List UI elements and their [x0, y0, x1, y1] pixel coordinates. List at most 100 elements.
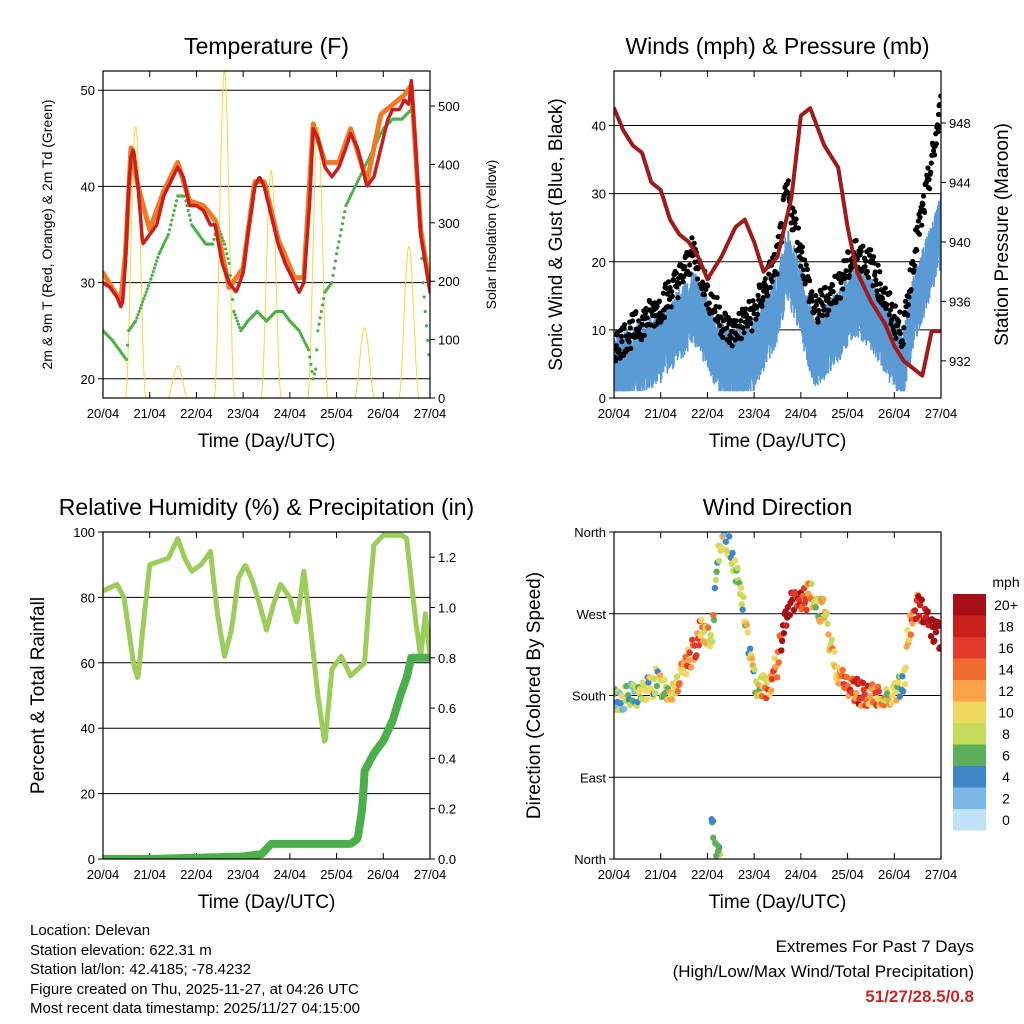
dewpoint-point: [236, 322, 241, 326]
dewpoint-point: [340, 222, 345, 226]
gust-point: [867, 252, 873, 258]
gust-point: [774, 271, 780, 277]
direction-point: [924, 608, 931, 615]
gust-point: [691, 240, 697, 246]
direction-point: [618, 692, 625, 699]
gust-point: [687, 271, 693, 277]
direction-point: [831, 648, 838, 655]
gust-point: [639, 321, 645, 328]
gust-point: [932, 152, 938, 158]
plot-area: [614, 93, 941, 392]
chart-title: Temperature (F): [184, 33, 349, 59]
direction-point: [620, 705, 628, 713]
direction-point: [907, 631, 915, 638]
direction-point: [875, 688, 883, 695]
x-axis-label: Time (Day/UTC): [709, 892, 847, 913]
gust-point: [824, 312, 830, 318]
gust-point: [694, 276, 701, 282]
x-tick-label: 23/04: [738, 867, 771, 882]
dewpoint-point: [336, 246, 340, 250]
legend-swatch: [953, 744, 986, 766]
gust-point: [733, 318, 739, 324]
direction-point: [773, 674, 781, 681]
gust-point: [614, 343, 619, 349]
gust-point: [668, 304, 674, 310]
gust-point: [928, 160, 934, 166]
x-tick-label: 25/04: [320, 867, 353, 882]
dewpoint-point: [166, 232, 170, 237]
direction-series: [614, 532, 941, 859]
dewpoint-point: [422, 295, 426, 299]
gust-point: [877, 269, 883, 275]
extremes-box: Extremes For Past 7 Days (High/Low/Max W…: [673, 934, 974, 1009]
direction-point: [824, 620, 831, 628]
direction-point: [861, 690, 868, 698]
direction-point: [709, 834, 717, 841]
dewpoint-point: [343, 210, 347, 214]
winds-pressure-chart: Winds (mph) & Pressure (mb) 0 10 20 30 40 932 9…: [546, 33, 1013, 452]
direction-point: [706, 643, 714, 650]
direction-point: [901, 680, 909, 688]
legend-label: 8: [1002, 726, 1010, 742]
direction-point: [775, 659, 783, 666]
gust-point: [705, 283, 711, 289]
y2-axis-label: Station Pressure (Maroon): [992, 123, 1013, 346]
dewpoint-point: [238, 325, 242, 330]
dewpoint-point: [139, 303, 144, 307]
gust-point: [809, 298, 816, 304]
plot-frame: [613, 70, 942, 399]
gust-point: [813, 302, 819, 308]
gust-point: [795, 225, 802, 231]
dewpoint-point: [232, 309, 236, 314]
dewpoint-point: [153, 262, 158, 267]
gust-point: [729, 343, 735, 349]
y-tick-label: 30: [592, 187, 606, 202]
dewpoint-point: [303, 341, 307, 345]
gust-point: [669, 288, 675, 295]
dewpoint-point: [312, 372, 316, 376]
gust-point: [892, 331, 898, 337]
dewpoint-point: [306, 348, 311, 352]
y-tick-label: 40: [81, 179, 95, 194]
dewpoint-point: [379, 131, 383, 136]
dewpoint-point: [304, 343, 308, 347]
gust-point: [813, 293, 819, 299]
humidity-precip-chart: Relative Humidity (%) & Precipitation (i…: [28, 494, 474, 913]
direction-point: [747, 645, 754, 652]
direction-point: [720, 532, 728, 537]
x-axis-label: Time (Day/UTC): [198, 892, 336, 913]
dewpoint-point: [424, 324, 429, 328]
latlon-text: Station lat/lon: 42.4185; -78.4232: [30, 961, 252, 978]
pressure-line: [614, 106, 941, 378]
dewpoint-point: [234, 316, 238, 320]
x-tick-label: 24/04: [274, 406, 307, 421]
dewpoint-point: [297, 329, 301, 333]
direction-point: [617, 700, 624, 707]
plot-frame: [102, 70, 431, 399]
gust-point: [897, 309, 903, 315]
gust-point: [804, 266, 810, 273]
gust-series: [614, 93, 941, 364]
dewpoint-point: [143, 293, 147, 298]
legend-swatch: [953, 594, 986, 616]
dewpoint-point: [226, 256, 230, 261]
direction-point: [783, 622, 790, 629]
gust-point: [886, 312, 892, 318]
temp-2m-line: [103, 78, 430, 309]
gust-point: [799, 244, 805, 250]
created-text: Figure created on Thu, 2025-11-27, at 04…: [30, 980, 359, 998]
chart-title: Relative Humidity (%) & Precipitation (i…: [59, 494, 474, 520]
dewpoint-point: [145, 287, 149, 291]
legend-label: 12: [998, 683, 1014, 699]
gust-point: [793, 216, 799, 222]
legend-swatch: [953, 723, 986, 745]
dewpoint-point: [355, 180, 360, 184]
gust-point: [669, 293, 675, 299]
direction-point: [916, 601, 924, 609]
y-tick-label: East: [580, 770, 606, 785]
y2-tick-label: 0.0: [438, 852, 456, 867]
dewpoint-point: [212, 237, 216, 241]
legend-label: 0: [1002, 812, 1010, 828]
legend-label: 20+: [994, 597, 1018, 613]
x-tick-label: 20/04: [598, 406, 631, 421]
